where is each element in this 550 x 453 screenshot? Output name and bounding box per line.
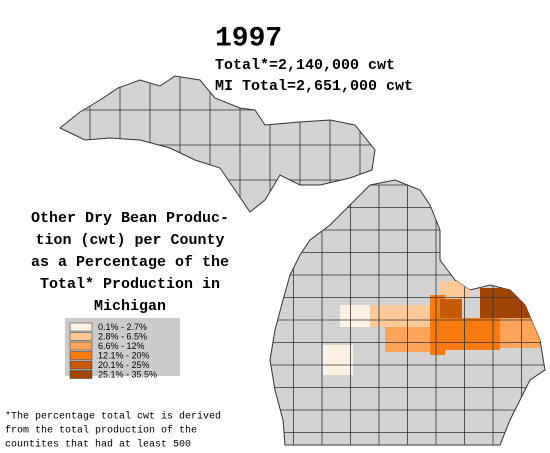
legend-label: 0.1% - 2.7%	[98, 322, 147, 332]
mi-total: MI Total=2,651,000 cwt	[215, 78, 413, 95]
upper-peninsula	[59, 75, 376, 213]
county-highlight	[440, 281, 470, 299]
legend-label: 2.8% - 6.5%	[98, 331, 147, 341]
title-line: tion (cwt) per County	[35, 232, 224, 249]
title-line: Michigan	[94, 298, 166, 315]
footnote: *The percentage total cwt is derived from…	[5, 411, 221, 451]
county-highlight	[468, 318, 500, 350]
title-line: Total* Production in	[40, 276, 220, 293]
county-highlight	[400, 305, 430, 327]
legend-swatch	[69, 360, 93, 370]
legend-swatch	[69, 370, 93, 379]
county-highlight	[500, 318, 540, 348]
footnote-line: from the total production of the	[5, 425, 197, 437]
footnote-line: countites that had at least 500	[5, 439, 191, 451]
county-highlight	[385, 327, 415, 352]
title-line: Other Dry Bean Produc-	[31, 210, 229, 227]
legend-swatch	[69, 351, 93, 360]
year: 1997	[215, 23, 282, 54]
legend-label: 12.1% - 20%	[98, 350, 150, 360]
county-highlight	[340, 305, 370, 327]
county-highlight	[480, 288, 540, 318]
legend-swatch	[69, 332, 93, 341]
lower-peninsula	[269, 179, 546, 446]
title-line: as a Percentage of the	[31, 254, 229, 271]
total: Total*=2,140,000 cwt	[215, 57, 395, 74]
county-highlight	[323, 345, 353, 375]
footnote-line: *The percentage total cwt is derived	[5, 411, 221, 423]
county-highlight	[445, 318, 468, 350]
legend-label: 6.6% - 12%	[98, 341, 145, 351]
county-highlight	[370, 305, 400, 327]
county-highlight	[440, 299, 462, 318]
legend-label: 25.1% - 35.5%	[98, 369, 157, 379]
legend-label: 20.1% - 25%	[98, 360, 150, 370]
legend-swatch	[69, 322, 93, 332]
legend: 0.1% - 2.7%2.8% - 6.5%6.6% - 12%12.1% - …	[69, 322, 157, 379]
map-title: Other Dry Bean Produc-tion (cwt) per Cou…	[31, 210, 229, 315]
legend-swatch	[69, 341, 93, 351]
